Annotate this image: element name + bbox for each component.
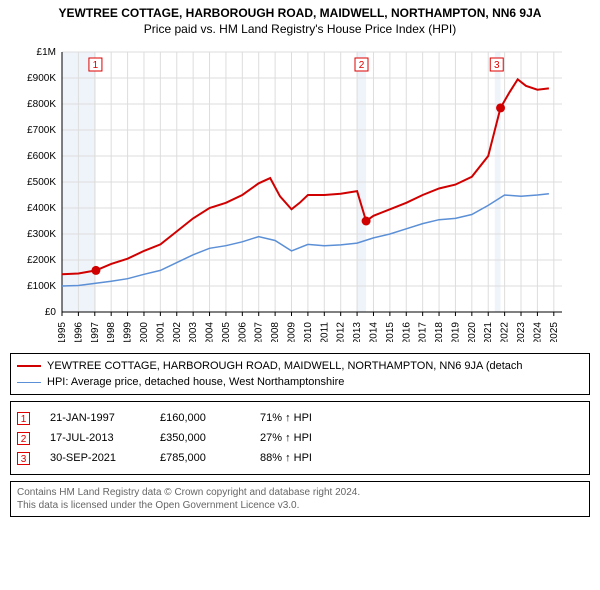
legend-swatch — [17, 382, 41, 383]
svg-text:£300K: £300K — [27, 229, 56, 240]
footer-line-2: This data is licensed under the Open Gov… — [17, 499, 583, 512]
svg-text:2003: 2003 — [188, 322, 199, 342]
svg-text:£700K: £700K — [27, 125, 56, 136]
sale-row: 3 30-SEP-2021 £785,000 88% ↑ HPI — [17, 448, 583, 468]
legend-label: HPI: Average price, detached house, West… — [47, 376, 344, 388]
svg-text:2004: 2004 — [205, 322, 216, 342]
svg-text:2005: 2005 — [221, 322, 232, 342]
svg-text:2000: 2000 — [139, 322, 150, 342]
sale-price: £160,000 — [160, 412, 240, 424]
svg-text:2017: 2017 — [418, 322, 429, 342]
sales-table: 1 21-JAN-1997 £160,000 71% ↑ HPI 2 17-JUL-201… — [10, 401, 590, 475]
svg-text:2: 2 — [359, 60, 365, 71]
svg-text:£400K: £400K — [27, 203, 56, 214]
svg-text:£900K: £900K — [27, 73, 56, 84]
svg-text:2006: 2006 — [237, 322, 248, 342]
svg-text:1997: 1997 — [90, 322, 101, 342]
svg-text:2022: 2022 — [500, 322, 511, 342]
svg-text:2025: 2025 — [549, 322, 560, 342]
svg-text:2016: 2016 — [401, 322, 412, 342]
svg-text:2024: 2024 — [532, 322, 543, 342]
svg-text:2010: 2010 — [303, 322, 314, 342]
svg-text:2001: 2001 — [155, 322, 166, 342]
sale-price: £785,000 — [160, 452, 240, 464]
footer-line-1: Contains HM Land Registry data © Crown c… — [17, 486, 583, 499]
sale-pct: 88% ↑ HPI — [260, 452, 583, 464]
svg-text:2009: 2009 — [287, 322, 298, 342]
svg-text:£1M: £1M — [37, 47, 56, 58]
sale-price: £350,000 — [160, 432, 240, 444]
sale-marker: 1 — [17, 412, 30, 425]
svg-text:1999: 1999 — [123, 322, 134, 342]
svg-text:2018: 2018 — [434, 322, 445, 342]
svg-text:2007: 2007 — [254, 322, 265, 342]
page-title: YEWTREE COTTAGE, HARBOROUGH ROAD, MAIDWE… — [8, 6, 592, 20]
svg-text:1: 1 — [93, 60, 99, 71]
sale-date: 30-SEP-2021 — [50, 452, 140, 464]
sale-date: 17-JUL-2013 — [50, 432, 140, 444]
footer-attribution: Contains HM Land Registry data © Crown c… — [10, 481, 590, 517]
sale-marker: 3 — [17, 452, 30, 465]
legend-row: HPI: Average price, detached house, West… — [17, 374, 583, 390]
svg-text:1998: 1998 — [106, 322, 117, 342]
chart-container: £0 £100K £200K £300K £400K £500K £600K £700K £80… — [8, 42, 592, 347]
legend-swatch — [17, 365, 41, 367]
sale-row: 2 17-JUL-2013 £350,000 27% ↑ HPI — [17, 428, 583, 448]
svg-text:1996: 1996 — [73, 322, 84, 342]
sale-date: 21-JAN-1997 — [50, 412, 140, 424]
page-subtitle: Price paid vs. HM Land Registry's House … — [8, 22, 592, 36]
legend-label: YEWTREE COTTAGE, HARBOROUGH ROAD, MAIDWE… — [47, 360, 523, 372]
svg-text:2013: 2013 — [352, 322, 363, 342]
svg-text:£100K: £100K — [27, 281, 56, 292]
svg-text:2002: 2002 — [172, 322, 183, 342]
price-chart: £0 £100K £200K £300K £400K £500K £600K £700K £80… — [8, 42, 568, 342]
svg-text:3: 3 — [494, 60, 500, 71]
svg-text:2014: 2014 — [368, 322, 379, 342]
svg-text:£500K: £500K — [27, 177, 56, 188]
svg-text:2015: 2015 — [385, 322, 396, 342]
svg-text:2011: 2011 — [319, 322, 330, 342]
legend-row: YEWTREE COTTAGE, HARBOROUGH ROAD, MAIDWE… — [17, 358, 583, 374]
svg-text:1995: 1995 — [57, 322, 68, 342]
sale-pct: 71% ↑ HPI — [260, 412, 583, 424]
svg-text:£0: £0 — [45, 307, 57, 318]
sale-row: 1 21-JAN-1997 £160,000 71% ↑ HPI — [17, 408, 583, 428]
svg-text:£200K: £200K — [27, 255, 56, 266]
legend-box: YEWTREE COTTAGE, HARBOROUGH ROAD, MAIDWE… — [10, 353, 590, 395]
svg-text:2012: 2012 — [336, 322, 347, 342]
svg-text:2021: 2021 — [483, 322, 494, 342]
svg-text:2023: 2023 — [516, 322, 527, 342]
sale-marker: 2 — [17, 432, 30, 445]
svg-text:£600K: £600K — [27, 151, 56, 162]
svg-text:2020: 2020 — [467, 322, 478, 342]
sale-pct: 27% ↑ HPI — [260, 432, 583, 444]
svg-text:2019: 2019 — [450, 322, 461, 342]
svg-text:£800K: £800K — [27, 99, 56, 110]
svg-text:2008: 2008 — [270, 322, 281, 342]
